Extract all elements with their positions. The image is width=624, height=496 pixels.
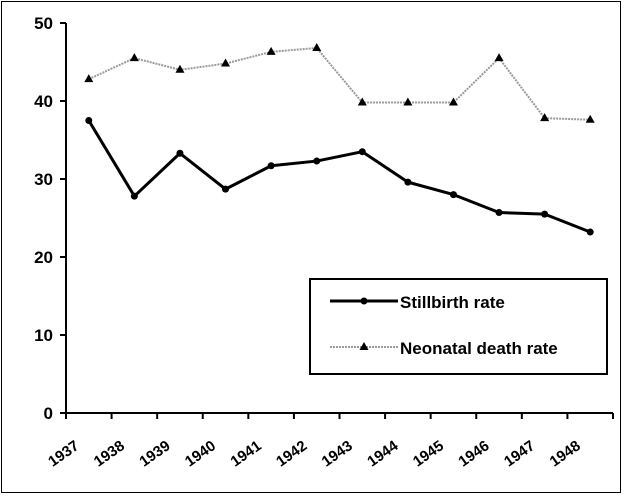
y-tick-label: 30 (34, 170, 53, 189)
y-tick-label: 0 (44, 404, 53, 423)
series-line-neonatal (88, 46, 591, 121)
y-tick-label: 50 (34, 14, 53, 33)
x-tick-label: 1939 (136, 437, 173, 470)
x-tick-label: 1946 (455, 437, 492, 470)
stillbirth-point (495, 209, 503, 217)
x-tick-label: 1940 (182, 437, 219, 470)
stillbirth-point (222, 185, 230, 193)
legend-box (309, 278, 608, 375)
neonatal-point (221, 58, 231, 67)
y-tick-label: 10 (34, 326, 53, 345)
legend-marker-stillbirth (360, 297, 368, 305)
stillbirth-point (85, 117, 93, 124)
x-tick-label: 1943 (319, 437, 356, 470)
neonatal-point (540, 113, 550, 122)
stillbirth-point (176, 149, 184, 157)
neonatal-point (266, 46, 276, 55)
neonatal-point (494, 53, 504, 62)
neonatal-point (448, 97, 458, 106)
stillbirth-point (404, 178, 412, 186)
x-tick-label: 1944 (364, 437, 402, 470)
series-lines (84, 42, 595, 236)
stillbirth-point (586, 228, 594, 236)
stillbirth-point (541, 210, 549, 218)
y-tick-labels: 0 10 20 30 40 50 (34, 14, 53, 423)
x-tick-labels: 1937 1938 1939 1940 1941 1942 1943 1944 1945 1946… (45, 437, 584, 470)
stillbirth-point (313, 157, 321, 165)
legend-label-neonatal: Neonatal death rate (400, 339, 558, 358)
x-tick-label: 1941 (228, 437, 265, 470)
neonatal-point (129, 53, 139, 62)
neonatal-point (357, 97, 367, 106)
neonatal-point (585, 114, 595, 123)
legend: Stillbirth rate Neonatal death rate (309, 278, 608, 375)
stillbirth-point (267, 162, 275, 170)
neonatal-point (84, 74, 94, 83)
x-tick-label: 1948 (547, 437, 584, 470)
axes (60, 22, 614, 419)
stillbirth-point (130, 192, 138, 200)
y-tick-label: 20 (34, 248, 53, 267)
x-tick-label: 1942 (273, 437, 310, 470)
neonatal-point (312, 42, 322, 51)
legend-label-stillbirth: Stillbirth rate (400, 293, 505, 312)
legend-marker-neonatal (359, 342, 369, 350)
x-tick-label: 1937 (45, 437, 82, 470)
neonatal-point (175, 64, 185, 73)
y-tick-label: 40 (34, 92, 53, 111)
neonatal-point (403, 97, 413, 106)
stillbirth-point (449, 191, 457, 199)
stillbirth-point (358, 148, 366, 156)
series-line-stillbirth (87, 119, 591, 234)
x-tick-label: 1938 (91, 437, 128, 470)
x-tick-label: 1947 (501, 437, 538, 470)
x-tick-label: 1945 (410, 437, 447, 470)
